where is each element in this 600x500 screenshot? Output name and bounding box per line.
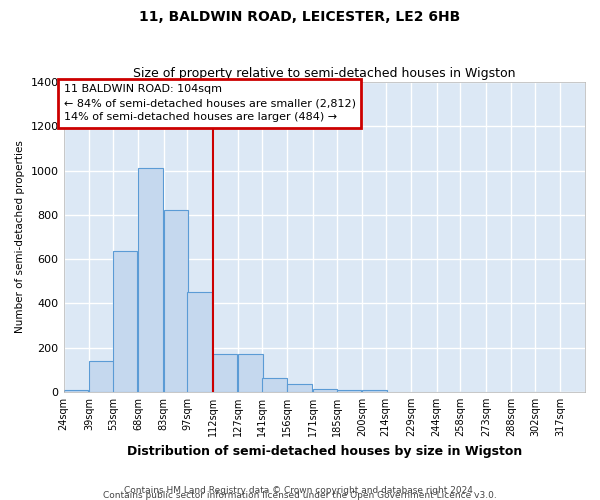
Text: Contains public sector information licensed under the Open Government Licence v3: Contains public sector information licen… [103, 491, 497, 500]
Title: Size of property relative to semi-detached houses in Wigston: Size of property relative to semi-detach… [133, 66, 515, 80]
Bar [362, 390, 386, 392]
Bar [113, 252, 137, 392]
Bar [337, 390, 361, 392]
Text: 11, BALDWIN ROAD, LEICESTER, LE2 6HB: 11, BALDWIN ROAD, LEICESTER, LE2 6HB [139, 10, 461, 24]
Bar [262, 378, 287, 392]
X-axis label: Distribution of semi-detached houses by size in Wigston: Distribution of semi-detached houses by … [127, 444, 522, 458]
Bar [213, 354, 238, 392]
Bar [187, 292, 212, 392]
Bar [238, 354, 263, 392]
Bar [164, 210, 188, 392]
Y-axis label: Number of semi-detached properties: Number of semi-detached properties [15, 140, 25, 334]
Bar [64, 390, 88, 392]
Bar [313, 388, 337, 392]
Bar [89, 361, 113, 392]
Text: Contains HM Land Registry data © Crown copyright and database right 2024.: Contains HM Land Registry data © Crown c… [124, 486, 476, 495]
Bar [138, 168, 163, 392]
Text: 11 BALDWIN ROAD: 104sqm
← 84% of semi-detached houses are smaller (2,812)
14% of: 11 BALDWIN ROAD: 104sqm ← 84% of semi-de… [64, 84, 356, 122]
Bar [287, 384, 312, 392]
